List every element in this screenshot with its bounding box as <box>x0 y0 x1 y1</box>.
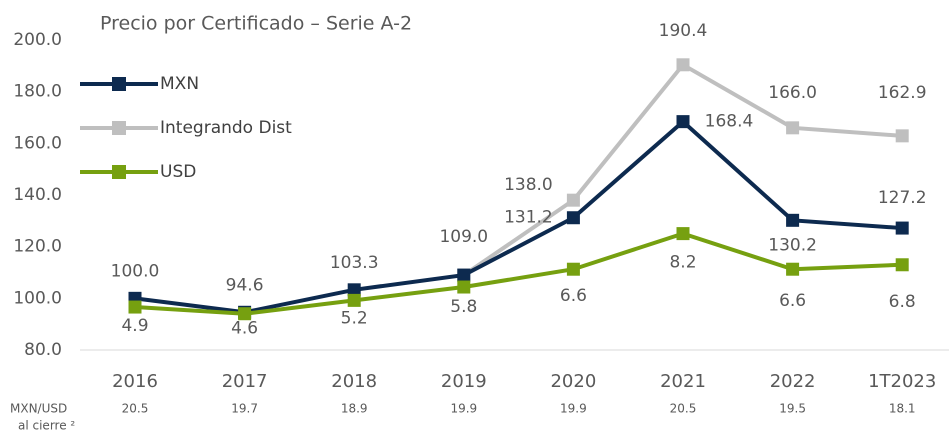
data-label: 6.6 <box>779 291 806 311</box>
fx-value: 19.7 <box>231 402 258 416</box>
marker <box>457 280 471 294</box>
y-tick-label: 140.0 <box>13 185 62 205</box>
marker <box>895 221 909 235</box>
data-label: 190.4 <box>659 21 708 41</box>
data-label: 131.2 <box>504 208 553 228</box>
fx-value: 18.1 <box>889 402 916 416</box>
marker <box>895 258 909 272</box>
marker <box>566 262 580 276</box>
fx-label: al cierre ² <box>18 419 75 432</box>
data-label: 5.8 <box>450 297 477 317</box>
y-tick-label: 100.0 <box>13 288 62 308</box>
marker <box>895 129 909 143</box>
y-tick-label: 200.0 <box>13 30 62 50</box>
fx-value: 19.5 <box>779 402 806 416</box>
data-label: 103.3 <box>330 253 379 273</box>
data-label: 6.8 <box>889 292 916 312</box>
marker <box>786 213 800 227</box>
chart-title: Precio por Certificado – Serie A-2 <box>100 13 412 35</box>
legend-label: USD <box>160 162 196 182</box>
fx-value: 19.9 <box>450 402 477 416</box>
fx-value: 20.5 <box>122 402 149 416</box>
y-tick-label: 180.0 <box>13 82 62 102</box>
marker <box>457 268 471 282</box>
x-tick-label: 2021 <box>660 371 706 392</box>
legend-label: MXN <box>160 74 199 94</box>
x-tick-label: 2022 <box>770 371 816 392</box>
marker <box>128 300 142 314</box>
marker <box>676 58 690 72</box>
legend-label: Integrando Dist <box>160 118 292 138</box>
series-line <box>134 231 903 316</box>
data-label: 130.2 <box>768 235 817 255</box>
data-label: 4.9 <box>121 316 148 336</box>
data-label: 6.6 <box>560 286 587 306</box>
marker <box>238 307 252 321</box>
fx-value: 19.9 <box>560 402 587 416</box>
fx-label: MXN/USD <box>10 402 67 416</box>
marker <box>566 211 580 225</box>
data-label: 109.0 <box>439 227 488 247</box>
data-label: 138.0 <box>504 175 553 195</box>
y-tick-label: 160.0 <box>13 133 62 153</box>
data-label: 4.6 <box>231 319 258 339</box>
legend-marker <box>112 121 126 135</box>
series-line <box>462 62 903 277</box>
x-tick-label: 2016 <box>112 371 158 392</box>
legend-marker <box>112 77 126 91</box>
marker <box>347 293 361 307</box>
data-label: 127.2 <box>878 188 927 208</box>
y-tick-label: 80.0 <box>24 340 62 360</box>
x-tick-label: 2019 <box>441 371 487 392</box>
marker <box>566 193 580 207</box>
marker <box>676 115 690 129</box>
x-tick-label: 1T2023 <box>868 371 936 392</box>
x-tick-label: 2018 <box>331 371 377 392</box>
data-label: 94.6 <box>226 275 264 295</box>
marker <box>676 227 690 241</box>
fx-value: 18.9 <box>341 402 368 416</box>
data-label: 162.9 <box>878 83 927 103</box>
data-label: 100.0 <box>111 261 160 281</box>
data-label: 166.0 <box>768 83 817 103</box>
fx-value: 20.5 <box>670 402 697 416</box>
y-tick-label: 120.0 <box>13 237 62 257</box>
data-label: 8.2 <box>669 253 696 273</box>
marker <box>786 121 800 135</box>
x-tick-label: 2017 <box>222 371 268 392</box>
series-line <box>134 118 903 315</box>
data-label: 5.2 <box>341 308 368 328</box>
marker <box>786 262 800 276</box>
x-tick-label: 2020 <box>550 371 596 392</box>
data-label: 168.4 <box>705 112 754 132</box>
marker <box>347 283 361 297</box>
legend-marker <box>112 165 126 179</box>
